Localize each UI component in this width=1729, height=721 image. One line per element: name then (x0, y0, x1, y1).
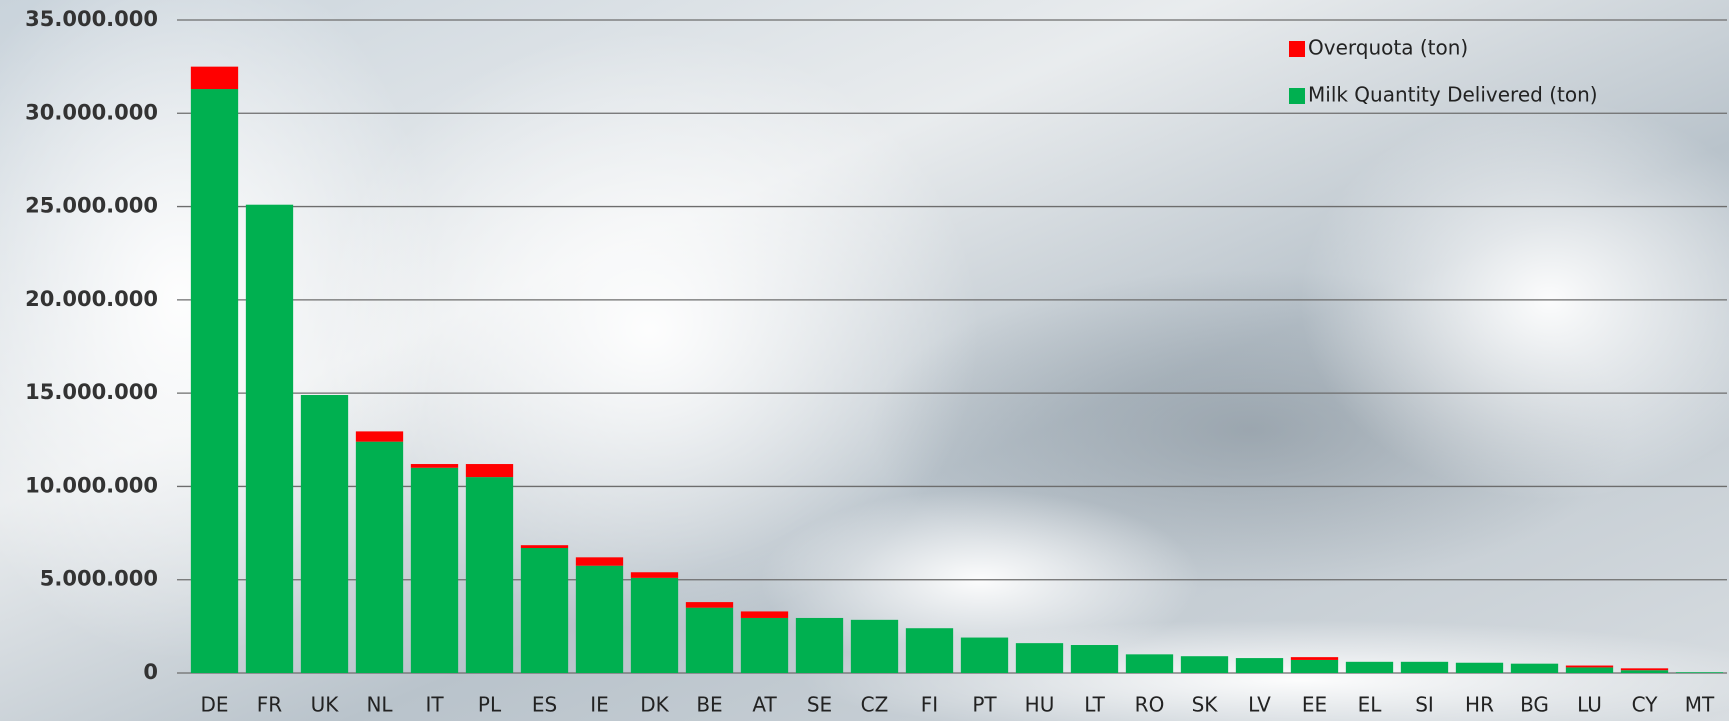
x-tick-label: LV (1248, 693, 1271, 717)
x-tick-label: CZ (861, 693, 889, 717)
legend-label: Milk Quantity Delivered (ton) (1308, 83, 1598, 107)
y-tick-label: 0 (143, 660, 158, 684)
bar-segment (1070, 645, 1119, 673)
bar-segment (795, 617, 844, 673)
x-tick-label: CY (1632, 693, 1659, 717)
y-tick-label: 35.000.000 (25, 7, 158, 31)
x-tick-label: BG (1520, 693, 1549, 717)
bar-segment (1620, 668, 1669, 671)
bar-segment (960, 637, 1009, 673)
x-tick-label: UK (311, 693, 340, 717)
x-tick-label: ES (532, 693, 557, 717)
y-tick-label: 20.000.000 (25, 287, 158, 311)
bar-segment (630, 577, 679, 673)
legend-label: Overquota (ton) (1308, 36, 1468, 60)
bar-segment (1675, 672, 1724, 673)
bar-segment (1565, 665, 1614, 668)
bar-segment (355, 431, 404, 442)
x-tick-label: FR (257, 693, 283, 717)
bar-segment (465, 464, 514, 478)
bar-segment (575, 565, 624, 673)
bar-segment (630, 572, 679, 578)
bar-segment (410, 464, 459, 468)
bar-segment (740, 617, 789, 673)
x-tick-label: SE (807, 693, 832, 717)
x-tick-label: HU (1025, 693, 1055, 717)
bars (190, 66, 1724, 673)
y-tick-label: 10.000.000 (25, 473, 158, 497)
x-tick-label: SI (1415, 693, 1434, 717)
bar-segment (1125, 654, 1174, 673)
x-tick-label: MT (1685, 693, 1715, 717)
y-tick-label: 25.000.000 (25, 194, 158, 218)
bar-segment (355, 441, 404, 673)
x-tick-label: LU (1577, 693, 1602, 717)
x-tick-label: BE (696, 693, 722, 717)
bar-segment (1290, 659, 1339, 673)
bar-segment (1015, 643, 1064, 673)
bar-segment (300, 395, 349, 673)
x-tick-label: RO (1135, 693, 1165, 717)
y-tick-label: 15.000.000 (25, 380, 158, 404)
bar-segment (905, 628, 954, 673)
bar-segment (1235, 658, 1284, 673)
x-tick-label: EL (1358, 693, 1383, 717)
bar-segment (190, 89, 239, 673)
bar-segment (575, 557, 624, 566)
x-tick-label: DE (200, 693, 228, 717)
legend-swatch (1289, 41, 1305, 57)
legend-swatch (1289, 88, 1305, 104)
x-tick-label: PL (478, 693, 502, 717)
y-tick-label: 5.000.000 (40, 567, 158, 591)
bar-segment (740, 611, 789, 618)
x-tick-label: FI (921, 693, 938, 717)
x-tick-label: HR (1465, 693, 1494, 717)
bar-segment (850, 619, 899, 673)
bar-segment (1400, 661, 1449, 673)
x-tick-label: PT (972, 693, 997, 717)
x-tick-label: DK (640, 693, 669, 717)
x-tick-label: IT (425, 693, 444, 717)
bar-segment (1510, 663, 1559, 673)
bar-segment (410, 467, 459, 673)
y-tick-label: 30.000.000 (25, 100, 158, 124)
bar-segment (1565, 667, 1614, 673)
bar-segment (685, 607, 734, 673)
x-tick-label: AT (752, 693, 777, 717)
bar-segment (1455, 662, 1504, 673)
bar-segment (465, 477, 514, 673)
bar-segment (685, 602, 734, 608)
x-tick-label: NL (366, 693, 393, 717)
x-tick-label: IE (590, 693, 609, 717)
x-tick-label: SK (1192, 693, 1219, 717)
legend: Overquota (ton) Milk Quantity Delivered (… (1289, 36, 1598, 107)
x-tick-label: EE (1302, 693, 1327, 717)
bar-segment (1345, 661, 1394, 673)
bar-segment (1290, 657, 1339, 660)
bar-segment (1180, 656, 1229, 673)
bar-segment (1620, 670, 1669, 673)
bar-segment (190, 66, 239, 90)
bar-segment (245, 204, 294, 673)
labels: 0 5.000.000 10.000.000 15.000.000 20.000.000… (25, 7, 1715, 717)
bar-segment (520, 547, 569, 673)
bar-segment (520, 545, 569, 548)
x-tick-label: LT (1084, 693, 1105, 717)
